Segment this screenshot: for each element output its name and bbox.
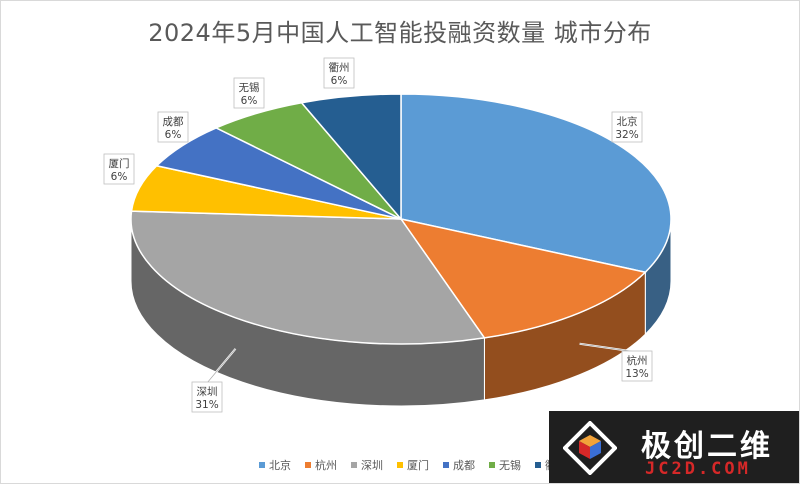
chart-title: 2024年5月中国人工智能投融资数量 城市分布 bbox=[148, 19, 652, 47]
jc2d-logo-icon bbox=[563, 421, 617, 475]
legend-item-深圳: 深圳 bbox=[351, 457, 383, 473]
data-label-name-无锡: 无锡 bbox=[239, 81, 260, 94]
data-label-value-北京: 32% bbox=[615, 129, 638, 141]
legend-item-杭州: 杭州 bbox=[305, 457, 337, 473]
data-label-box-深圳 bbox=[191, 381, 223, 413]
data-label-value-衢州: 6% bbox=[331, 75, 348, 87]
pie-slices bbox=[130, 93, 672, 345]
watermark-url: JC2D.COM bbox=[645, 459, 751, 479]
pie-side-walls bbox=[130, 218, 672, 407]
watermark-text: 极创二维 bbox=[641, 429, 773, 464]
pie-slice-深圳 bbox=[130, 210, 486, 345]
data-label-name-杭州: 杭州 bbox=[627, 354, 648, 367]
legend-swatch bbox=[351, 462, 357, 468]
legend-label: 杭州 bbox=[315, 459, 337, 472]
legend-swatch bbox=[535, 462, 541, 468]
legend-swatch bbox=[443, 462, 449, 468]
legend-swatch bbox=[305, 462, 311, 468]
data-label-box-无锡 bbox=[233, 77, 265, 109]
data-label-value-无锡: 6% bbox=[241, 95, 258, 107]
data-label-name-厦门: 厦门 bbox=[109, 157, 130, 170]
data-label-box-北京 bbox=[611, 111, 643, 143]
data-label-value-成都: 6% bbox=[165, 129, 182, 141]
data-label-name-衢州: 衢州 bbox=[329, 62, 350, 74]
data-label-name-成都: 成都 bbox=[163, 116, 184, 128]
legend-item-无锡: 无锡 bbox=[489, 457, 521, 473]
data-label-box-衢州 bbox=[323, 57, 355, 89]
legend-label: 北京 bbox=[269, 459, 291, 472]
data-label-value-厦门: 6% bbox=[111, 171, 128, 183]
pie-slice-杭州 bbox=[399, 217, 647, 339]
legend-label: 厦门 bbox=[407, 459, 429, 472]
data-label-box-成都 bbox=[157, 111, 189, 143]
legend-swatch bbox=[489, 462, 495, 468]
data-label-box-杭州 bbox=[621, 350, 653, 382]
legend-item-北京: 北京 bbox=[259, 457, 291, 473]
legend-swatch bbox=[397, 462, 403, 468]
data-label-value-杭州: 13% bbox=[625, 368, 648, 380]
legend-label: 成都 bbox=[453, 459, 475, 472]
legend-swatch bbox=[259, 462, 265, 468]
data-label-value-深圳: 31% bbox=[195, 399, 218, 411]
data-label-box-厦门 bbox=[103, 153, 135, 185]
legend-label: 深圳 bbox=[361, 459, 383, 472]
legend-item-成都: 成都 bbox=[443, 457, 475, 473]
pie-slice-北京 bbox=[400, 93, 672, 274]
data-label-name-深圳: 深圳 bbox=[197, 386, 218, 398]
pie-slice-衢州 bbox=[300, 93, 402, 222]
legend: 北京杭州深圳厦门成都无锡衢州 bbox=[259, 457, 567, 473]
legend-item-厦门: 厦门 bbox=[397, 457, 429, 473]
data-label-name-北京: 北京 bbox=[617, 115, 638, 128]
watermark: 极创二维 JC2D.COM bbox=[549, 411, 799, 483]
leader-line-inner-深圳 bbox=[206, 348, 236, 384]
legend-label: 无锡 bbox=[499, 459, 521, 472]
